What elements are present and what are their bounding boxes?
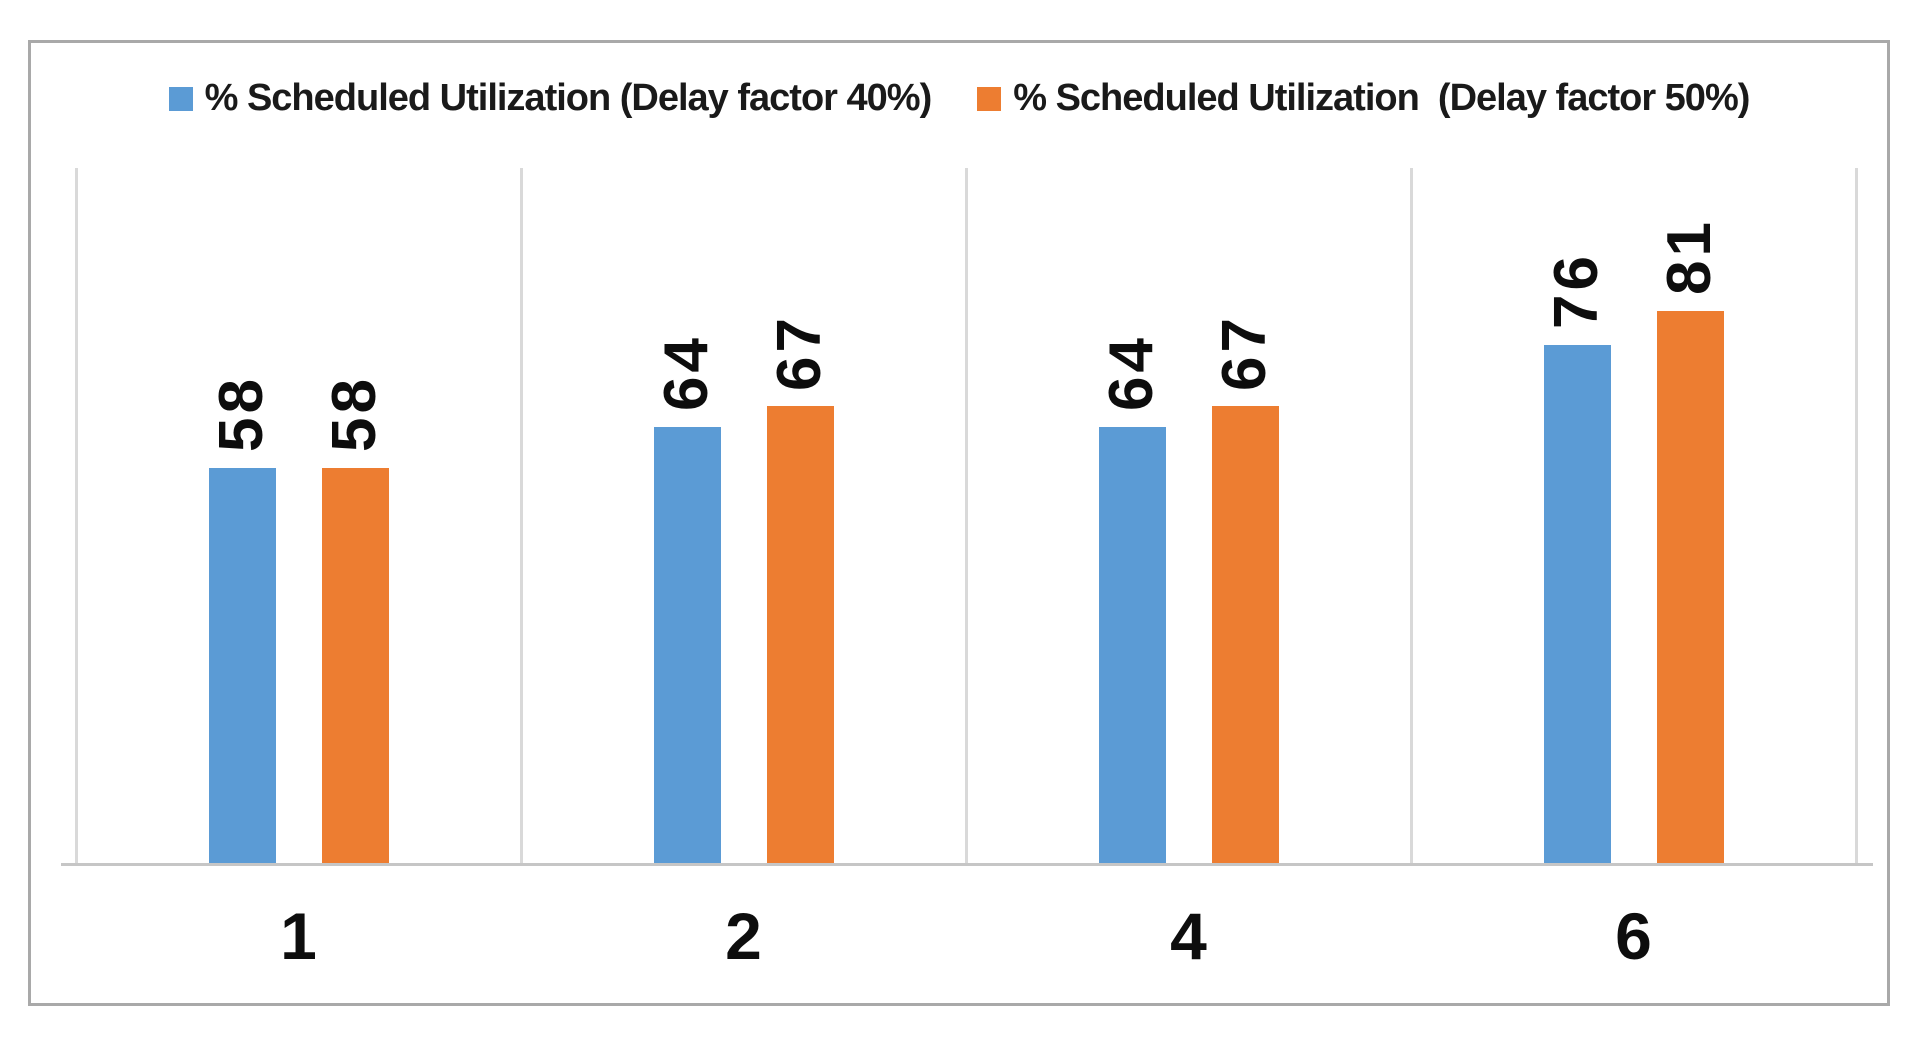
x-axis-tick-label: 6 — [1615, 899, 1652, 973]
category-group-1: 58 58 — [76, 168, 521, 863]
bar-series-1-category-4 — [1211, 406, 1279, 863]
bar-data-label: 58 — [207, 374, 276, 452]
bar-data-label: 67 — [765, 313, 834, 391]
bar-data-label: 81 — [1655, 218, 1724, 296]
bar-data-label: 58 — [320, 374, 389, 452]
legend-item-series-1: % Scheduled Utilization (Delay factor 50… — [977, 77, 1750, 120]
x-axis-tick-label: 1 — [280, 899, 317, 973]
bar-column: 58 — [320, 168, 389, 863]
category-group-4: 64 67 — [966, 168, 1411, 863]
bar-series-0-category-4 — [1098, 426, 1166, 863]
x-axis-labels: 1 2 4 6 — [76, 881, 1856, 991]
bar-series-0-category-2 — [653, 426, 721, 863]
legend-swatch-icon — [168, 86, 193, 111]
bar-series-1-category-2 — [766, 406, 834, 863]
legend-label: % Scheduled Utilization (Delay factor 40… — [204, 77, 933, 119]
bar-column: 67 — [765, 168, 834, 863]
bar-groups: 58 58 64 67 64 67 76 81 — [76, 168, 1856, 863]
plot-area: 58 58 64 67 64 67 76 81 — [75, 168, 1858, 863]
bar-column: 76 — [1542, 168, 1611, 863]
category-group-6: 76 81 — [1411, 168, 1856, 863]
bar-column: 58 — [207, 168, 276, 863]
gridline-vertical — [1855, 168, 1858, 863]
x-axis-line — [61, 863, 1873, 866]
bar-column: 67 — [1210, 168, 1279, 863]
bar-data-label: 67 — [1210, 313, 1279, 391]
legend-item-series-0: % Scheduled Utilization (Delay factor 40… — [168, 77, 933, 120]
x-axis-tick-label: 4 — [1170, 899, 1207, 973]
bar-data-label: 76 — [1542, 252, 1611, 330]
bar-column: 81 — [1655, 168, 1724, 863]
x-axis-tick-label: 2 — [725, 899, 762, 973]
gridline-vertical — [965, 168, 968, 863]
chart-legend: % Scheduled Utilization (Delay factor 40… — [31, 77, 1887, 120]
bar-data-label: 64 — [652, 333, 721, 411]
legend-label: % Scheduled Utilization (Delay factor 50… — [1013, 77, 1750, 119]
bar-series-1-category-6 — [1656, 311, 1724, 863]
category-group-2: 64 67 — [521, 168, 966, 863]
gridline-vertical — [520, 168, 523, 863]
bar-column: 64 — [652, 168, 721, 863]
bar-column: 64 — [1097, 168, 1166, 863]
gridline-vertical — [75, 168, 78, 863]
legend-swatch-icon — [977, 86, 1002, 111]
bar-series-1-category-1 — [321, 467, 389, 863]
gridline-vertical — [1410, 168, 1413, 863]
bar-series-0-category-6 — [1543, 345, 1611, 863]
chart-frame: % Scheduled Utilization (Delay factor 40… — [28, 40, 1890, 1006]
bar-series-0-category-1 — [208, 467, 276, 863]
bar-data-label: 64 — [1097, 333, 1166, 411]
